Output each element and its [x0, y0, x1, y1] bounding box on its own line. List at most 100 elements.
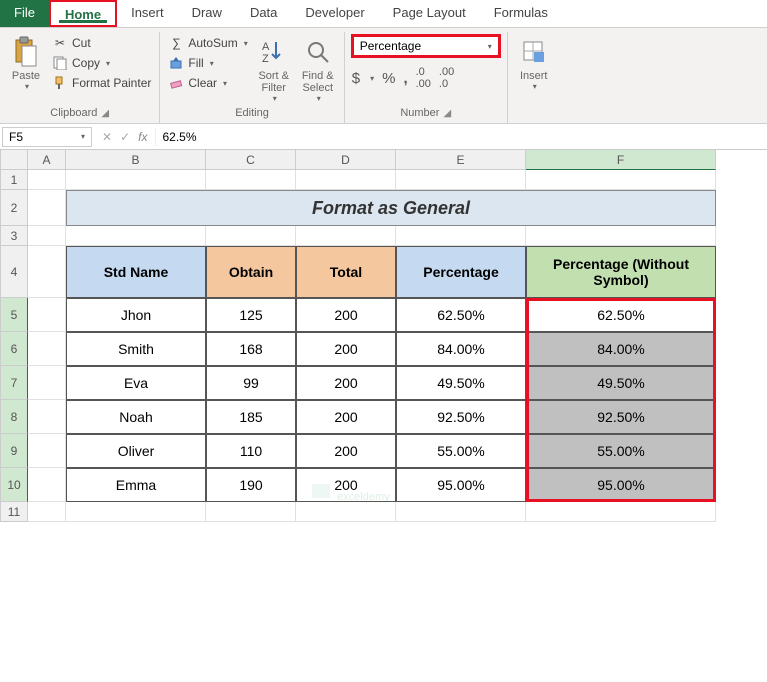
- cell-name[interactable]: Smith: [66, 332, 206, 366]
- cell[interactable]: [526, 226, 716, 246]
- dialog-launcher-icon[interactable]: ◢: [101, 108, 109, 119]
- row-header[interactable]: 3: [0, 226, 28, 246]
- cell[interactable]: [28, 298, 66, 332]
- cell-percentage[interactable]: 84.00%: [396, 332, 526, 366]
- cell[interactable]: [296, 502, 396, 522]
- row-header[interactable]: 11: [0, 502, 28, 522]
- row-header[interactable]: 5: [0, 298, 28, 332]
- cell-name[interactable]: Emma: [66, 468, 206, 502]
- cell-total[interactable]: 200: [296, 366, 396, 400]
- cell-obtain[interactable]: 110: [206, 434, 296, 468]
- col-header-C[interactable]: C: [206, 150, 296, 170]
- cell[interactable]: [296, 226, 396, 246]
- tab-home[interactable]: Home: [49, 0, 117, 27]
- cell-percentage[interactable]: 62.50%: [396, 298, 526, 332]
- row-header[interactable]: 1: [0, 170, 28, 190]
- cell-obtain[interactable]: 99: [206, 366, 296, 400]
- tab-draw[interactable]: Draw: [178, 0, 236, 27]
- header-obtain[interactable]: Obtain: [206, 246, 296, 298]
- cell-obtain[interactable]: 190: [206, 468, 296, 502]
- cell[interactable]: [28, 226, 66, 246]
- cell-name[interactable]: Jhon: [66, 298, 206, 332]
- sort-filter-button[interactable]: AZ Sort &Filter▾: [254, 34, 294, 105]
- cell[interactable]: [28, 170, 66, 190]
- cell-name[interactable]: Eva: [66, 366, 206, 400]
- cell-name[interactable]: Noah: [66, 400, 206, 434]
- cell-total[interactable]: 200: [296, 468, 396, 502]
- cell[interactable]: [66, 226, 206, 246]
- row-header[interactable]: 7: [0, 366, 28, 400]
- percent-button[interactable]: %: [381, 70, 396, 87]
- cancel-formula-button[interactable]: ✕: [102, 130, 112, 144]
- cell[interactable]: [526, 502, 716, 522]
- decrease-decimal-button[interactable]: .00.0: [438, 66, 455, 90]
- cell-total[interactable]: 200: [296, 400, 396, 434]
- tab-file[interactable]: File: [0, 0, 49, 27]
- cell-obtain[interactable]: 185: [206, 400, 296, 434]
- find-select-button[interactable]: Find &Select▾: [298, 34, 338, 105]
- cell-name[interactable]: Oliver: [66, 434, 206, 468]
- cut-button[interactable]: ✂Cut: [50, 34, 153, 52]
- row-header[interactable]: 4: [0, 246, 28, 298]
- col-header-F[interactable]: F: [526, 150, 716, 170]
- cell-percentage[interactable]: 95.00%: [396, 468, 526, 502]
- cell-percentage[interactable]: 49.50%: [396, 366, 526, 400]
- header-without-symbol[interactable]: Percentage (Without Symbol): [526, 246, 716, 298]
- cell[interactable]: [66, 502, 206, 522]
- format-painter-button[interactable]: Format Painter: [50, 74, 153, 92]
- cell[interactable]: [28, 332, 66, 366]
- row-header[interactable]: 8: [0, 400, 28, 434]
- cell[interactable]: [66, 170, 206, 190]
- row-header[interactable]: 6: [0, 332, 28, 366]
- cell[interactable]: [296, 170, 396, 190]
- title-cell[interactable]: Format as General: [66, 190, 716, 226]
- cell[interactable]: [396, 226, 526, 246]
- col-header-B[interactable]: B: [66, 150, 206, 170]
- tab-data[interactable]: Data: [236, 0, 291, 27]
- cell[interactable]: [396, 502, 526, 522]
- row-header[interactable]: 9: [0, 434, 28, 468]
- cell[interactable]: [28, 400, 66, 434]
- name-box[interactable]: F5▾: [2, 127, 92, 147]
- cell[interactable]: [28, 190, 66, 226]
- col-header-D[interactable]: D: [296, 150, 396, 170]
- clear-button[interactable]: Clear▾: [166, 74, 249, 92]
- tab-insert[interactable]: Insert: [117, 0, 178, 27]
- tab-page-layout[interactable]: Page Layout: [379, 0, 480, 27]
- cell-without-symbol[interactable]: 84.00%: [526, 332, 716, 366]
- enter-formula-button[interactable]: ✓: [120, 130, 130, 144]
- cell-percentage[interactable]: 55.00%: [396, 434, 526, 468]
- cell[interactable]: [526, 170, 716, 190]
- cell-total[interactable]: 200: [296, 298, 396, 332]
- header-percentage[interactable]: Percentage: [396, 246, 526, 298]
- cell-obtain[interactable]: 125: [206, 298, 296, 332]
- row-header[interactable]: 2: [0, 190, 28, 226]
- cell-without-symbol[interactable]: 92.50%: [526, 400, 716, 434]
- cell[interactable]: [28, 502, 66, 522]
- autosum-button[interactable]: ∑AutoSum▾: [166, 34, 249, 52]
- cell-percentage[interactable]: 92.50%: [396, 400, 526, 434]
- cell[interactable]: [28, 366, 66, 400]
- cell-total[interactable]: 200: [296, 332, 396, 366]
- row-header[interactable]: 10: [0, 468, 28, 502]
- cell-obtain[interactable]: 168: [206, 332, 296, 366]
- cell[interactable]: [206, 170, 296, 190]
- number-format-select[interactable]: Percentage ▾: [351, 34, 501, 58]
- cell[interactable]: [206, 502, 296, 522]
- cell-without-symbol[interactable]: 55.00%: [526, 434, 716, 468]
- cell[interactable]: [28, 434, 66, 468]
- header-total[interactable]: Total: [296, 246, 396, 298]
- cell-total[interactable]: 200: [296, 434, 396, 468]
- cell-without-symbol[interactable]: 95.00%: [526, 468, 716, 502]
- formula-input[interactable]: 62.5%: [155, 128, 767, 146]
- fx-icon[interactable]: fx: [138, 130, 147, 144]
- cell[interactable]: [28, 246, 66, 298]
- paste-button[interactable]: Paste ▾: [6, 34, 46, 93]
- insert-cells-button[interactable]: Insert▾: [514, 34, 554, 93]
- tab-developer[interactable]: Developer: [291, 0, 378, 27]
- cell[interactable]: [206, 226, 296, 246]
- increase-decimal-button[interactable]: .0.00: [415, 66, 432, 90]
- currency-button[interactable]: $: [351, 70, 361, 87]
- cell[interactable]: [396, 170, 526, 190]
- col-header-A[interactable]: A: [28, 150, 66, 170]
